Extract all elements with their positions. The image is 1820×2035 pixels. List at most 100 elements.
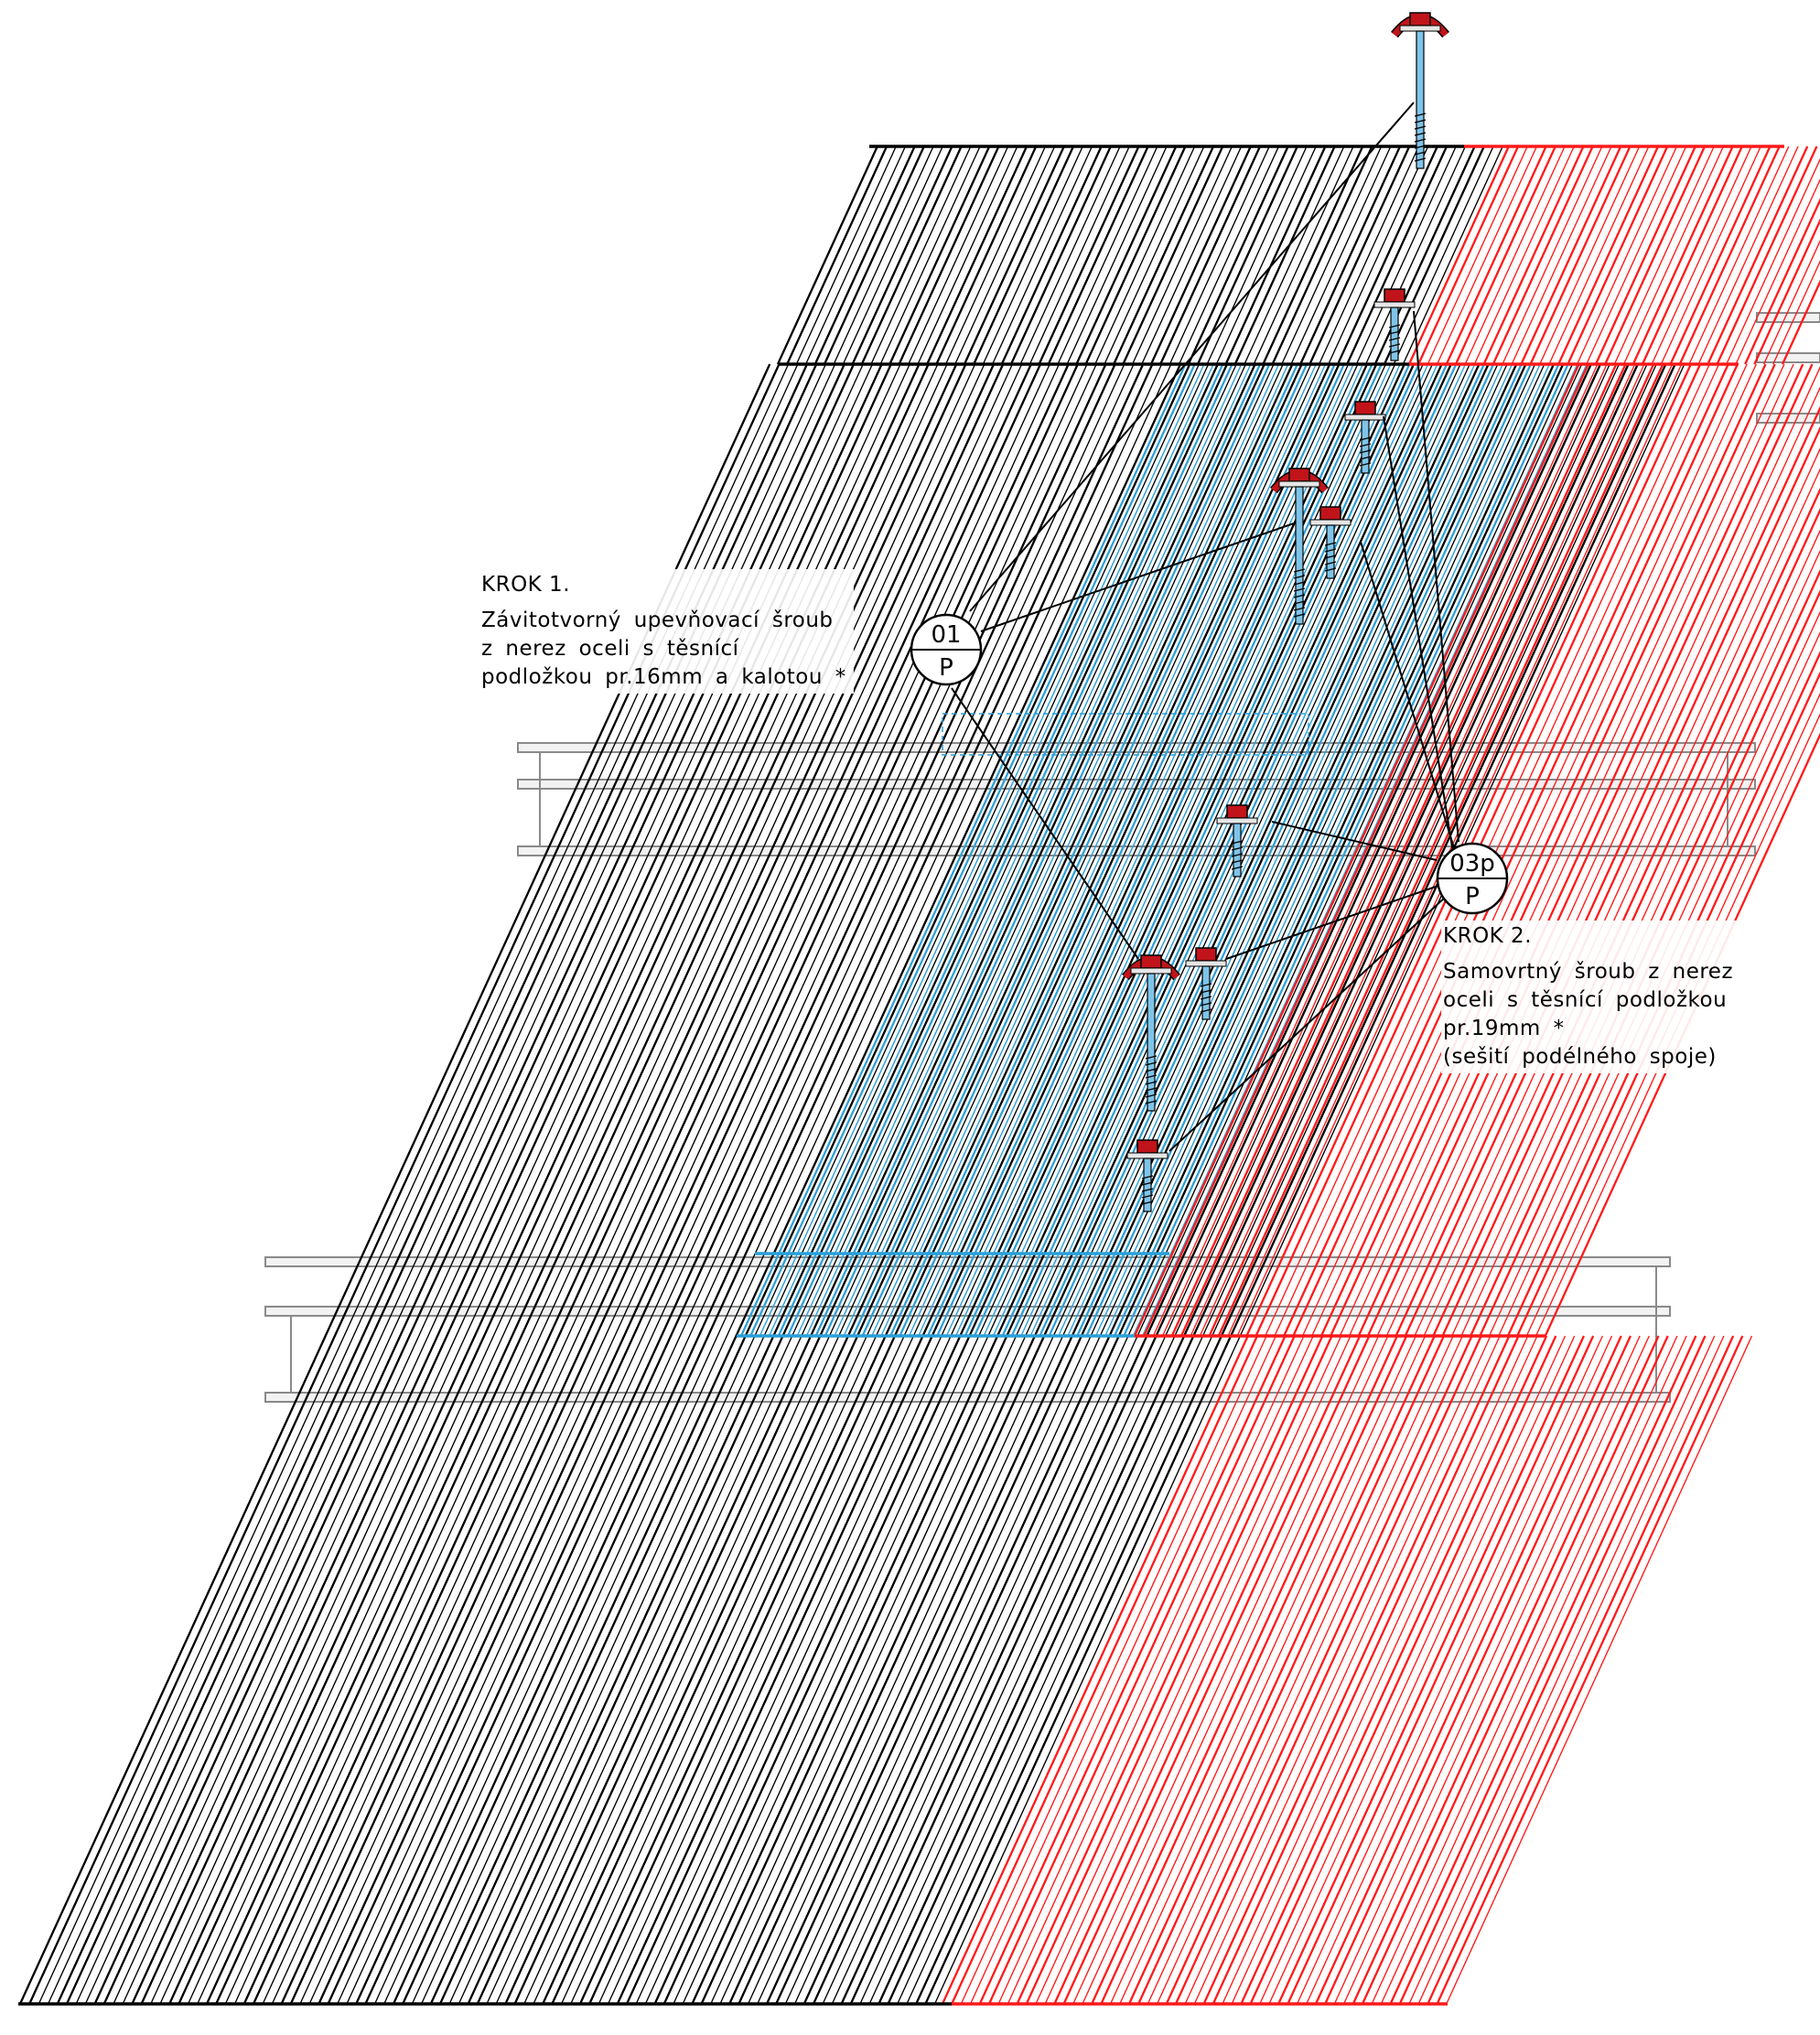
translucent-sheet-rib	[843, 363, 1289, 1337]
black-sheet-rib	[364, 363, 1116, 2005]
red-sheet-mid-rib	[1385, 386, 1820, 1337]
black-sheet-upper-rib	[1187, 145, 1289, 365]
callout-01: 01 P	[910, 613, 983, 686]
red-sheet-top-edge	[952, 145, 1784, 2006]
black-sheet-upper-rib	[1122, 145, 1224, 365]
red-sheet-upper-rib	[1417, 145, 1520, 365]
black-sheet-upper-rib	[963, 145, 1065, 365]
black-sheet-upper-rib	[813, 145, 916, 365]
black-sheet-upper-rib	[1253, 145, 1354, 365]
red-sheet-mid-rib	[1479, 589, 1820, 1337]
red-sheet-mid-rib	[1366, 363, 1814, 1337]
red-sheet-mid-rib	[1274, 363, 1720, 1337]
thread	[1388, 330, 1401, 335]
red-sheet-mid-rib	[1292, 363, 1739, 1337]
thread	[1414, 132, 1427, 136]
black-sheet-upper-rib	[833, 145, 934, 365]
sheet-edges	[18, 145, 1784, 2006]
red-sheet-upper-rib	[1586, 145, 1687, 365]
red-sheet-upper-rib	[1753, 218, 1820, 365]
black-sheet-rib	[728, 363, 1481, 2005]
thread	[1145, 1055, 1158, 1060]
thread	[1324, 567, 1337, 572]
red-sheet-rib	[1249, 1335, 1557, 2005]
black-sheet-rib	[458, 363, 1210, 2005]
red-sheet-rib	[1174, 1335, 1482, 2005]
red-sheet-mid-rib	[1190, 363, 1636, 1337]
thread	[1324, 555, 1337, 559]
washer	[1309, 519, 1352, 526]
red-sheet-upper-rib	[1464, 145, 1566, 365]
red-sheet-mid-rib	[1525, 693, 1820, 1337]
translucent-sheet-rib	[786, 363, 1233, 1337]
translucent-sheet-rib	[936, 363, 1383, 1337]
red-sheet-mid-rib	[1227, 363, 1674, 1337]
translucent-sheet-rib	[1113, 363, 1560, 1337]
black-sheet-rib	[252, 363, 1005, 2005]
black-sheet-upper-rib	[1028, 145, 1130, 365]
translucent-sheet-rib	[861, 363, 1308, 1337]
black-sheet-upper-rib	[935, 145, 1038, 365]
black-sheet-upper-rib	[1168, 145, 1270, 365]
red-sheet-upper-rib	[1567, 145, 1669, 365]
thread	[1141, 1188, 1154, 1192]
red-sheet-rib	[1342, 1335, 1650, 2005]
black-sheet-upper-rib	[954, 145, 1056, 365]
leader-01-to-mid-screw	[980, 522, 1295, 632]
red-sheet-mid-rib	[1301, 363, 1748, 1337]
thread	[1414, 157, 1427, 162]
translucent-sheet-rib	[889, 363, 1336, 1337]
thread	[1388, 324, 1401, 328]
translucent-sheet-rib	[1085, 363, 1532, 1337]
black-sheet-rib	[765, 363, 1518, 2005]
red-sheet-rib	[1436, 1335, 1744, 2005]
black-sheet-rib	[242, 363, 996, 2005]
red-sheet-upper-rib	[1772, 260, 1820, 365]
red-sheet-upper-rib	[1502, 145, 1603, 365]
leader-03p-a	[1383, 415, 1454, 854]
red-sheet-rib	[1324, 1335, 1632, 2005]
red-sheet-rib	[1352, 1335, 1660, 2005]
translucent-sheet-rib	[908, 363, 1354, 1337]
head	[1288, 468, 1310, 482]
washer	[1126, 1152, 1168, 1159]
black-sheet-upper-rib	[804, 145, 907, 365]
black-sheet-top-edge	[18, 145, 1464, 2006]
black-sheet-rib	[262, 363, 1014, 2005]
step1-line-3: podložkou pr.16mm a kalotou *	[481, 665, 846, 689]
translucent-sheet-rib	[1123, 363, 1569, 1337]
red-sheet-rib	[1287, 1335, 1595, 2005]
black-sheet-rib	[625, 363, 1378, 2005]
head	[1226, 804, 1248, 819]
washer	[1185, 960, 1227, 967]
black-sheet-rib	[793, 363, 1545, 2005]
black-sheet-upper-rib	[1047, 145, 1149, 365]
black-sheet-rib	[523, 363, 1275, 2005]
thread	[1388, 337, 1401, 341]
black-sheet-rib	[383, 363, 1135, 2005]
thread	[1141, 1181, 1154, 1186]
black-sheet-upper-rib	[926, 145, 1028, 365]
translucent-sheet-rib	[796, 363, 1243, 1337]
thread	[1200, 1008, 1212, 1013]
black-sheet-rib	[897, 363, 1648, 2005]
fixing-screw-low	[1122, 954, 1180, 1112]
steel-sheet-right	[941, 145, 1820, 2005]
black-sheet-rib	[570, 363, 1321, 2005]
shank	[1416, 30, 1425, 169]
thread	[1293, 581, 1306, 586]
thread	[1359, 462, 1372, 467]
black-sheet-upper-rib	[1383, 145, 1485, 365]
red-sheet-rib	[1296, 1335, 1603, 2005]
head	[1354, 401, 1376, 415]
red-sheet-rib	[1222, 1335, 1529, 2005]
translucent-sheet-rib	[814, 363, 1262, 1337]
red-sheet-upper-rib	[1707, 145, 1809, 365]
black-sheet-upper-rib	[991, 145, 1093, 365]
red-sheet-upper-rib	[1576, 145, 1678, 365]
thread	[1414, 138, 1427, 143]
red-sheet-rib	[1240, 1335, 1548, 2005]
step2-line-1: Samovrtný šroub z nerez	[1443, 960, 1734, 984]
translucent-sheet-rib	[777, 363, 1224, 1337]
black-sheet-rib	[438, 363, 1191, 2005]
